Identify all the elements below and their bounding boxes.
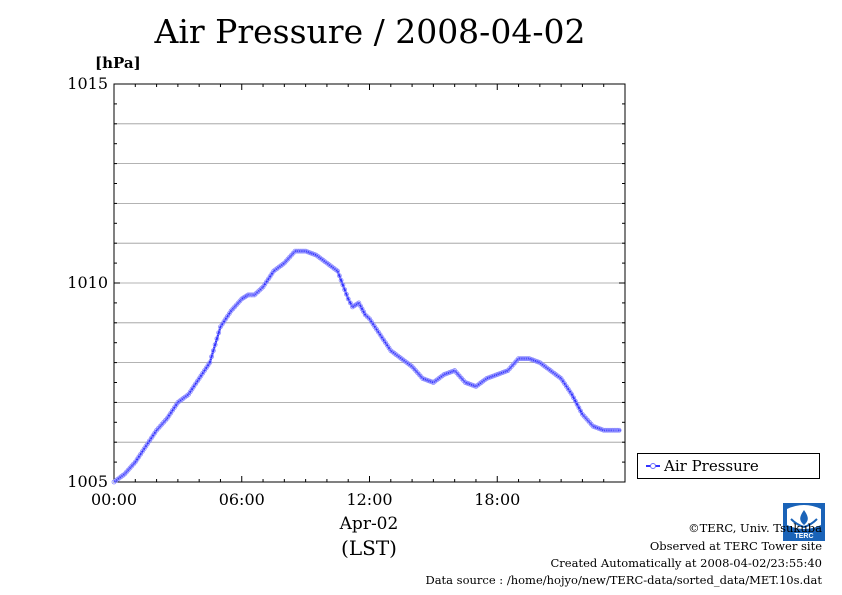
data-point [216,330,222,336]
data-point [294,248,300,254]
data-point [601,427,607,433]
data-point [615,427,620,433]
y-tick-label: 1005 [67,472,108,491]
footer-created: Created Automatically at 2008-04-02/23:5… [550,556,823,570]
y-tick-label: 1015 [67,74,108,93]
footer-source: Data source : /home/hojyo/new/TERC-data/… [425,573,822,587]
data-point [296,248,301,254]
data-point [604,427,610,433]
data-point [336,273,342,279]
chart-title: Air Pressure / 2008-04-02 [154,12,586,51]
footer-copyright: ©TERC, Univ. Tsukuba [688,521,822,535]
data-point [606,427,612,433]
data-point [214,336,220,342]
legend: Air Pressure [637,453,820,479]
data-point [340,282,346,288]
data-point [292,248,298,254]
data-point [248,292,254,298]
data-point [345,296,351,302]
data-point [245,292,251,298]
y-tick-label: 1010 [67,273,108,292]
data-point [610,427,615,433]
x-tick-label: 06:00 [218,490,265,509]
data-point [247,292,253,298]
data-point [209,354,214,360]
data-point [613,427,619,433]
data-point [347,300,353,306]
data-point [611,427,617,433]
logo-text: TERC [794,533,813,540]
data-point [523,356,529,362]
data-point [517,356,523,362]
data-point [616,427,622,433]
x-axis-date-label: Apr-02 [339,514,399,534]
legend-swatch [646,463,660,469]
data-point [338,277,344,283]
x-tick-label: 00:00 [90,490,138,509]
data-point [519,356,525,362]
data-point [608,427,614,433]
data-point [521,356,527,362]
legend-label: Air Pressure [664,457,759,475]
x-tick-label: 18:00 [474,490,521,509]
data-point [212,342,218,348]
x-tick-label: 12:00 [346,490,393,509]
footer-observed: Observed at TERC Tower site [649,539,822,553]
data-point [335,268,340,274]
data-point [603,427,608,433]
data-point [342,287,348,293]
data-point [516,356,521,362]
data-point [299,248,305,254]
data-point [210,348,216,354]
x-axis-timezone-label: (LST) [341,536,397,560]
data-point [297,248,303,254]
y-axis-unit-label: [hPa] [95,54,141,72]
data-point [207,360,213,366]
data-point [344,291,349,297]
terc-logo-icon: TERC [783,503,825,541]
